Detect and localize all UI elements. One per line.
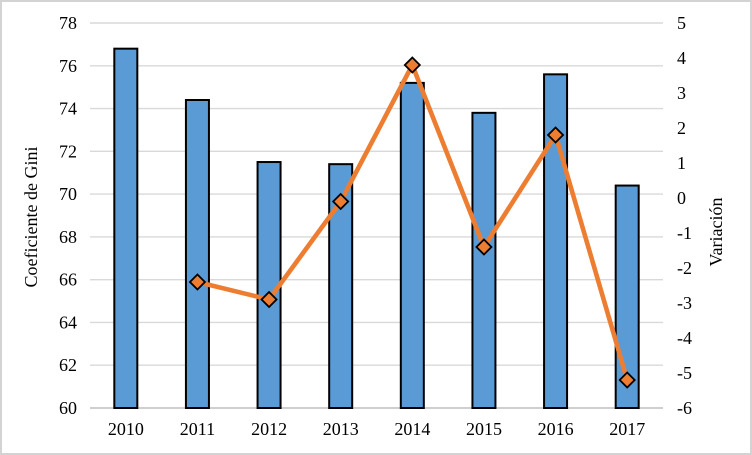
x-axis-category-label: 2015 <box>466 419 502 439</box>
diamond-marker-2011 <box>188 273 207 291</box>
diamond-marker-2017 <box>618 371 636 389</box>
right-axis-tick-label: -1 <box>677 223 692 243</box>
bar-2014 <box>399 81 425 409</box>
diamond-marker-2015 <box>475 238 493 256</box>
right-axis-tick-label: 5 <box>677 13 686 33</box>
left-axis-tick-label: 76 <box>59 56 77 76</box>
left-axis-tick-label: 72 <box>59 141 77 161</box>
x-axis-category-label: 2011 <box>180 419 215 439</box>
bar-2011 <box>184 99 210 409</box>
x-axis-category-label: 2014 <box>394 419 430 439</box>
right-axis-tick-label: -4 <box>677 328 692 348</box>
diamond-marker-2014 <box>403 56 422 74</box>
x-axis-category-label: 2017 <box>609 419 645 439</box>
x-axis-category-label: 2012 <box>251 419 287 439</box>
right-axis-tick-label: 0 <box>677 188 686 208</box>
right-axis-tick-label: -3 <box>677 293 692 313</box>
x-axis-category-label: 2016 <box>538 419 574 439</box>
diamond-marker-2012 <box>260 290 278 309</box>
left-axis-tick-label: 68 <box>59 227 77 247</box>
left-axis-tick-label: 66 <box>59 270 77 290</box>
left-axis-tick-label: 74 <box>59 99 77 119</box>
x-axis-category-label: 2010 <box>108 419 144 439</box>
left-axis-tick-label: 64 <box>59 312 77 332</box>
bar-2013 <box>328 163 354 409</box>
left-axis-tick-label: 70 <box>59 184 77 204</box>
right-axis-tick-label: -5 <box>677 363 692 383</box>
right-axis-tick-label: 4 <box>677 48 686 68</box>
bar-2015 <box>471 111 497 409</box>
x-axis-category-label: 2013 <box>323 419 359 439</box>
right-axis-tick-label: -2 <box>677 258 692 278</box>
left-axis-tick-label: 78 <box>59 13 77 33</box>
right-axis-tick-label: 3 <box>677 83 686 103</box>
left-axis-tick-label: 60 <box>59 398 77 418</box>
bar-2010 <box>113 47 139 410</box>
right-axis-tick-label: -6 <box>677 398 692 418</box>
bar-2016 <box>543 73 569 409</box>
diamond-marker-2013 <box>331 192 350 211</box>
diamond-marker-2016 <box>546 126 565 144</box>
right-axis-tick-label: 1 <box>677 153 686 173</box>
left-axis-tick-label: 62 <box>59 355 77 375</box>
right-axis-tick-label: 2 <box>677 118 686 138</box>
